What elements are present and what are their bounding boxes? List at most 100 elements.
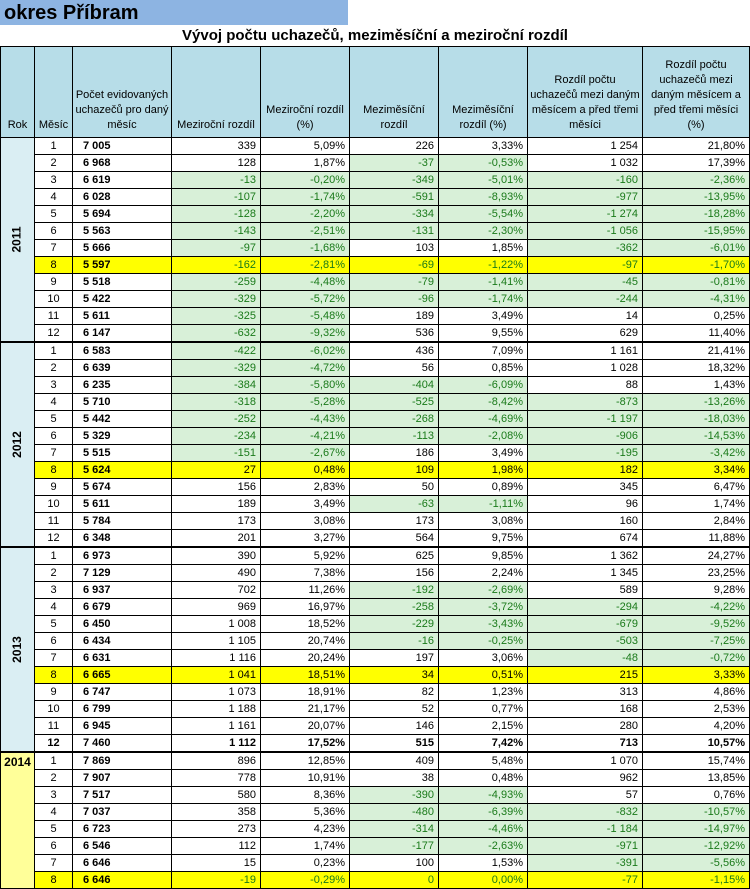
cell-yoy-pct: -5,80% [260,376,350,394]
cell-count: 5 611 [72,495,172,513]
cell-diff3: -45 [527,273,643,291]
cell-count: 7 037 [72,803,172,821]
cell-diff3-pct: 6,47% [642,478,750,496]
cell-mom-pct: -4,69% [438,410,528,428]
cell-diff3-pct: -3,42% [642,444,750,462]
cell-diff3: 168 [527,700,643,718]
cell-mom: 625 [349,546,439,565]
data-table: Rok Měsíc Počet evidovaných uchazečů pro… [0,46,750,889]
cell-yoy: -318 [171,393,261,411]
cell-yoy-pct: 17,52% [260,734,350,753]
cell-diff3-pct: -1,15% [642,871,750,889]
cell-yoy: -325 [171,307,261,325]
cell-diff3-pct: -12,92% [642,837,750,855]
cell-yoy: 128 [171,154,261,172]
cell-diff3-pct: 2,84% [642,512,750,530]
cell-month: 8 [34,666,73,684]
cell-mom-pct: -5,01% [438,171,528,189]
cell-diff3-pct: 3,33% [642,666,750,684]
cell-count: 5 694 [72,205,172,223]
cell-mom-pct: 9,85% [438,546,528,565]
cell-diff3-pct: 4,86% [642,683,750,701]
table-row: 2011 1 7 005 339 5,09% 226 3,33% 1 254 21,80% [0,137,750,343]
cell-diff3: 1 254 [527,137,643,155]
cell-month: 6 [34,222,73,240]
cell-month: 10 [34,290,73,308]
cell-mom: -229 [349,615,439,633]
cell-yoy-pct: -4,21% [260,427,350,445]
cell-mom: 38 [349,769,439,787]
cell-mom: -591 [349,188,439,206]
table-row: 12 6 147 -632 -9,32% 536 9,55% 629 11,40% [1,324,750,343]
cell-diff3: -971 [527,837,643,855]
cell-count: 5 666 [72,239,172,257]
cell-diff3: -97 [527,256,643,274]
cell-yoy-pct: 3,27% [260,529,350,548]
header-yoy-pct: Meziroční rozdíl (%) [260,46,350,138]
cell-count: 6 646 [72,871,172,889]
cell-diff3-pct: -18,28% [642,205,750,223]
cell-diff3-pct: 9,28% [642,581,750,599]
cell-yoy: 201 [171,529,261,548]
year-label: 2011 [9,225,24,253]
cell-mom: 109 [349,461,439,479]
cell-count: 6 348 [72,529,172,548]
cell-mom: -16 [349,632,439,650]
cell-yoy-pct: -2,51% [260,222,350,240]
cell-yoy: 156 [171,478,261,496]
cell-mom: -268 [349,410,439,428]
cell-mom-pct: -5,54% [438,205,528,223]
cell-month: 1 [34,137,73,155]
cell-count: 5 674 [72,478,172,496]
cell-mom: -480 [349,803,439,821]
cell-yoy: 1 041 [171,666,261,684]
cell-mom: 186 [349,444,439,462]
cell-count: 5 442 [72,410,172,428]
cell-month: 5 [34,410,73,428]
cell-diff3: -244 [527,290,643,308]
cell-yoy: 778 [171,769,261,787]
cell-diff3: -503 [527,632,643,650]
cell-yoy: 273 [171,820,261,838]
cell-diff3: -1 274 [527,205,643,223]
header-month: Měsíc [34,46,73,138]
cell-diff3-pct: 1,43% [642,376,750,394]
cell-mom-pct: 0,00% [438,871,528,889]
cell-diff3: -873 [527,393,643,411]
cell-count: 6 546 [72,837,172,855]
cell-diff3: 962 [527,769,643,787]
cell-month: 9 [34,273,73,291]
cell-month: 1 [34,341,73,360]
cell-yoy: 390 [171,546,261,565]
cell-mom: -131 [349,222,439,240]
cell-yoy: 189 [171,495,261,513]
cell-mom-pct: -2,63% [438,837,528,855]
cell-month: 3 [34,581,73,599]
cell-diff3-pct: -1,70% [642,256,750,274]
cell-month: 3 [34,376,73,394]
table-row: 11 5 611 -325 -5,48% 189 3,49% 14 0,25% [1,307,750,325]
table-row: 10 5 611 189 3,49% -63 -1,11% 96 1,74% [1,495,750,513]
cell-mom-pct: -1,22% [438,256,528,274]
cell-month: 6 [34,632,73,650]
cell-diff3-pct: 10,57% [642,734,750,753]
cell-mom-pct: 3,33% [438,137,528,155]
cell-month: 3 [34,786,73,804]
cell-count: 6 147 [72,324,172,343]
cell-month: 2 [34,154,73,172]
cell-mom: 197 [349,649,439,667]
cell-yoy-pct: 16,97% [260,598,350,616]
cell-diff3-pct: 0,76% [642,786,750,804]
cell-mom: 156 [349,564,439,582]
cell-diff3: 674 [527,529,643,548]
cell-mom-pct: 3,49% [438,307,528,325]
cell-yoy: -143 [171,222,261,240]
table-row: 12 6 348 201 3,27% 564 9,75% 674 11,88% [1,529,750,548]
